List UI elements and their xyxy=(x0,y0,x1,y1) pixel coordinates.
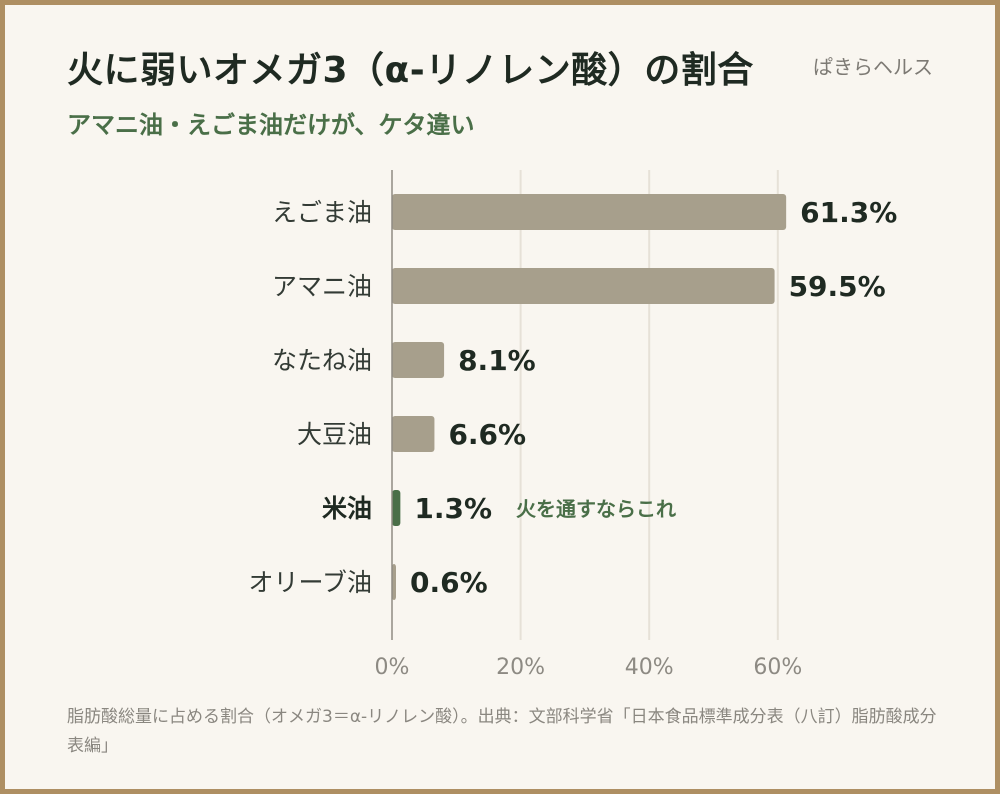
brand-label: ぱきらヘルス xyxy=(813,55,933,79)
category-label: 米油 xyxy=(322,494,372,523)
category-label: えごま油 xyxy=(272,198,372,227)
x-tick-label: 0% xyxy=(375,655,410,680)
bar xyxy=(392,564,396,600)
chart-subtitle: アマニ油・えごま油だけが、ケタ違い xyxy=(67,111,475,139)
category-label: オリーブ油 xyxy=(248,568,372,597)
value-label: 8.1% xyxy=(458,344,536,377)
annotation-label: 火を通すならこれ xyxy=(516,497,676,521)
category-label: なたね油 xyxy=(272,346,372,375)
category-label: アマニ油 xyxy=(272,272,372,301)
bar xyxy=(392,268,775,304)
x-tick-label: 40% xyxy=(625,655,674,680)
chart-title: 火に弱いオメガ3（α-リノレン酸）の割合 xyxy=(67,50,754,91)
x-tick-label: 20% xyxy=(496,655,545,680)
source-footnote: 脂肪酸総量に占める割合（オメガ3＝α-リノレン酸）。出典：文部科学省「日本食品標… xyxy=(67,707,937,756)
bar xyxy=(392,416,435,452)
value-label: 61.3% xyxy=(800,196,897,229)
value-label: 1.3% xyxy=(414,492,492,525)
category-label: 大豆油 xyxy=(297,420,372,449)
value-label: 59.5% xyxy=(789,270,886,303)
value-label: 6.6% xyxy=(448,418,526,451)
bar xyxy=(392,194,787,230)
bar xyxy=(392,490,401,526)
bar xyxy=(392,342,445,378)
x-tick-label: 60% xyxy=(753,655,802,680)
value-label: 0.6% xyxy=(410,566,488,599)
